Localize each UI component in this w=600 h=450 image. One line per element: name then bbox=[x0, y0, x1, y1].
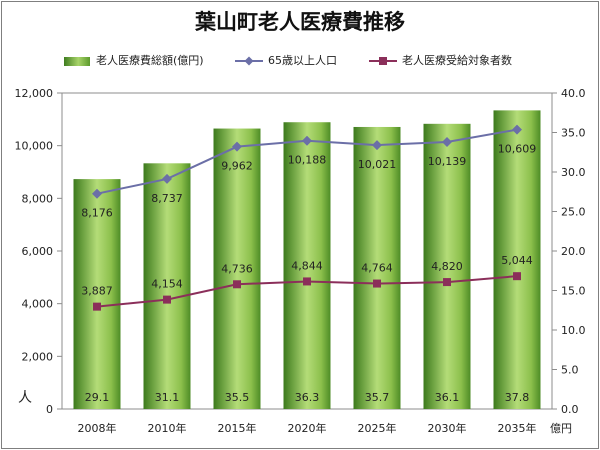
series-marker bbox=[372, 140, 382, 151]
right-axis-tick-label: 5.0 bbox=[561, 364, 579, 377]
series-data-label: 4,820 bbox=[431, 260, 463, 273]
bar bbox=[143, 163, 191, 409]
series-marker bbox=[232, 141, 242, 152]
chart-legend: 老人医療費総額(億円) 65歳以上人口 老人医療受給対象者数 bbox=[62, 52, 582, 70]
right-axis-tick-label: 15.0 bbox=[561, 285, 586, 298]
category-label: 2008年 bbox=[78, 421, 117, 435]
category-label: 2025年 bbox=[358, 421, 397, 435]
series-data-label: 10,139 bbox=[428, 155, 467, 168]
series-data-label: 8,737 bbox=[151, 192, 183, 205]
series-marker bbox=[512, 124, 522, 135]
bar-data-label: 35.5 bbox=[225, 391, 250, 404]
series-data-label: 10,188 bbox=[288, 154, 327, 167]
legend-label-recipients: 老人医療受給対象者数 bbox=[402, 54, 512, 67]
series-marker bbox=[162, 173, 172, 184]
series-data-label: 4,736 bbox=[221, 262, 253, 275]
legend-square-swatch bbox=[369, 57, 397, 65]
series-marker bbox=[442, 137, 452, 148]
series-marker bbox=[302, 135, 312, 146]
left-axis-tick-label: 4,000 bbox=[22, 298, 54, 311]
series-marker bbox=[443, 278, 451, 287]
right-axis-tick-label: 0.0 bbox=[561, 403, 579, 416]
series-data-label: 10,609 bbox=[498, 143, 537, 156]
chart-title: 葉山町老人医療費推移 bbox=[195, 10, 405, 34]
bar bbox=[283, 122, 331, 409]
series-data-label: 4,154 bbox=[151, 278, 183, 291]
series-marker bbox=[233, 280, 241, 289]
bar bbox=[493, 110, 541, 409]
left-axis-tick-label: 12,000 bbox=[15, 87, 54, 100]
legend-label-total-cost: 老人医療費総額(億円) bbox=[96, 54, 204, 67]
right-axis-tick-label: 25.0 bbox=[561, 206, 586, 219]
category-label: 2015年 bbox=[218, 421, 257, 435]
bar-data-label: 36.1 bbox=[435, 391, 460, 404]
bar-data-label: 35.7 bbox=[365, 391, 390, 404]
right-axis-tick-label: 35.0 bbox=[561, 127, 586, 140]
left-axis-tick-label: 6,000 bbox=[22, 245, 54, 258]
series-data-label: 3,887 bbox=[81, 285, 113, 298]
category-label: 2035年 bbox=[498, 421, 537, 435]
series-marker bbox=[373, 279, 381, 288]
bar bbox=[353, 126, 401, 409]
bar bbox=[423, 123, 471, 409]
series-data-label: 10,021 bbox=[358, 158, 397, 171]
category-label: 2010年 bbox=[148, 421, 187, 435]
bar-data-label: 36.3 bbox=[295, 391, 320, 404]
series-data-label: 4,764 bbox=[361, 262, 393, 275]
bar-data-label: 29.1 bbox=[85, 391, 110, 404]
series-data-label: 8,176 bbox=[81, 207, 113, 220]
bar-data-label: 31.1 bbox=[155, 391, 180, 404]
bar-data-label: 37.8 bbox=[505, 391, 530, 404]
left-axis-tick-label: 10,000 bbox=[15, 140, 54, 153]
legend-diamond-swatch bbox=[235, 56, 263, 66]
category-label: 2020年 bbox=[288, 421, 327, 435]
category-label: 2030年 bbox=[428, 421, 467, 435]
bar bbox=[73, 179, 121, 409]
right-axis-unit: 億円 bbox=[550, 422, 572, 435]
left-axis-tick-label: 8,000 bbox=[22, 192, 54, 205]
right-axis-tick-label: 10.0 bbox=[561, 324, 586, 337]
legend-label-population-65: 65歳以上人口 bbox=[268, 54, 337, 67]
series-marker bbox=[303, 277, 311, 286]
left-axis-tick-label: 0 bbox=[46, 403, 53, 416]
series-marker bbox=[93, 302, 101, 311]
right-axis-tick-label: 40.0 bbox=[561, 87, 586, 100]
series-marker bbox=[92, 188, 102, 199]
bar bbox=[213, 128, 261, 410]
series-data-label: 5,044 bbox=[501, 254, 533, 267]
series-marker bbox=[163, 295, 171, 304]
left-axis-unit: 人 bbox=[18, 390, 32, 406]
series-data-label: 4,844 bbox=[291, 259, 323, 272]
left-axis-tick-label: 2,000 bbox=[22, 350, 54, 363]
series-data-label: 9,962 bbox=[221, 160, 253, 173]
right-axis-tick-label: 20.0 bbox=[561, 245, 586, 258]
series-marker bbox=[513, 272, 521, 281]
legend-bar-swatch bbox=[64, 57, 90, 66]
right-axis-tick-label: 30.0 bbox=[561, 166, 586, 179]
